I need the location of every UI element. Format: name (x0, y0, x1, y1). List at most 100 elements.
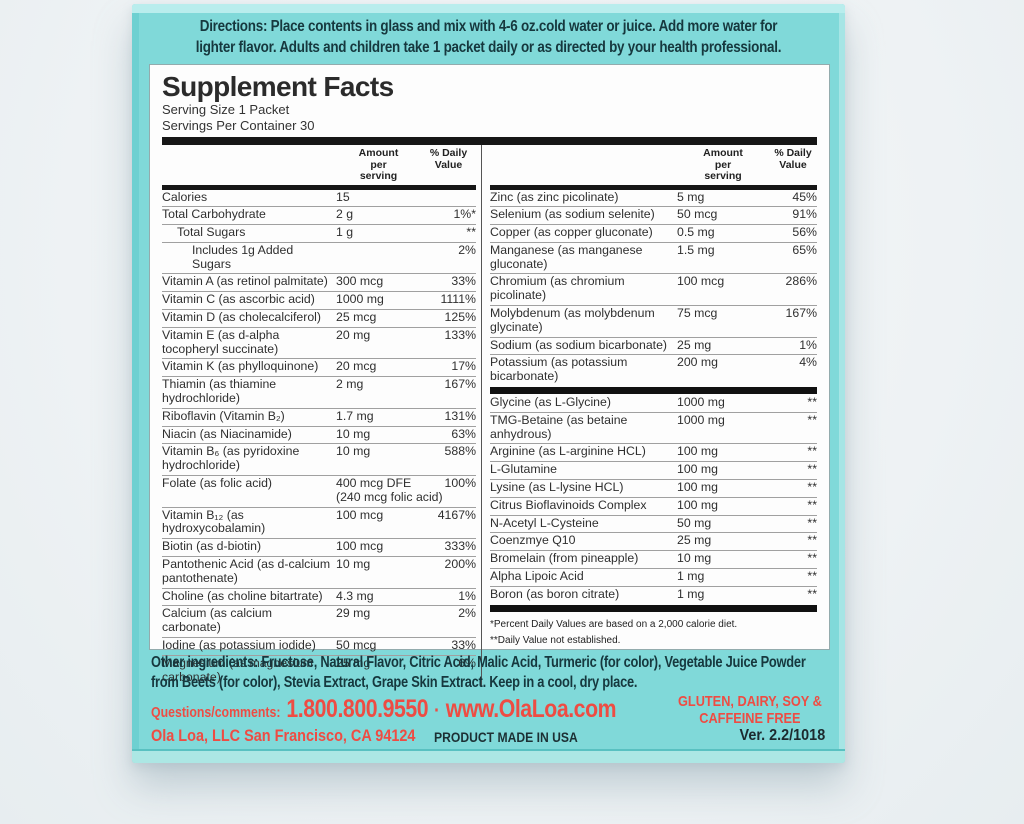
nutrient-name: Vitamin E (as d-alpha tocopheryl succina… (162, 327, 280, 356)
footnote-dv-basis: *Percent Daily Values are based on a 2,0… (490, 618, 738, 630)
directions-text: Directions: Place contents in glass and … (195, 18, 782, 56)
nutrient-name: Sodium (as sodium bicarbonate) (490, 337, 668, 352)
nutrient-name: Iodine (as potassium iodide) (162, 638, 316, 653)
version-label: Ver. 2.2/1018 (739, 727, 825, 744)
nutrient-name: Niacin (as Niacinamide) (162, 426, 292, 441)
nutrient-name: Boron (as boron citrate) (490, 586, 620, 601)
nutrient-name: Biotin (as d-biotin) (162, 539, 262, 554)
nutrient-daily-value: 167% (785, 306, 817, 321)
fact-row: Coenzmye Q10 25 mg ** (490, 532, 817, 550)
fact-row: Riboflavin (Vitamin B₂) 1.7 mg 131% (162, 407, 476, 426)
nutrient-daily-value: 4% (799, 355, 817, 370)
nutrient-name: Pantothenic Acid (as d-calcium pantothen… (162, 557, 331, 585)
fact-row: Boron (as boron citrate) 1 mg ** (490, 585, 817, 604)
nutrient-amount: 50 mcg (336, 638, 377, 653)
nutrient-daily-value: ** (807, 497, 817, 512)
supplement-facts-panel: Supplement Facts Serving Size 1 Packet S… (149, 64, 830, 687)
nutrient-amount: 10 mg (336, 426, 371, 441)
nutrient-daily-value: 333% (444, 539, 476, 554)
nutrient-name: Alpha Lipoic Acid (490, 569, 584, 584)
nutrient-amount: 100 mg (677, 462, 719, 477)
nutrient-amount: 25 mg (677, 337, 712, 352)
fact-row: TMG-Betaine (as betaine anhydrous) 1000 m… (490, 411, 817, 444)
serving-size: Serving Size 1 Packet (162, 102, 290, 117)
nutrient-daily-value: 56% (792, 225, 817, 240)
contact-line: Questions/comments: 1.800.800.9550 · www… (151, 695, 617, 724)
nutrient-amount: 10 mg (677, 551, 712, 566)
nutrient-amount: 1000 mg (336, 292, 384, 307)
box-right-edge (839, 13, 845, 749)
nutrient-amount: 75 mcg (677, 306, 718, 321)
section-divider-bar (490, 387, 817, 395)
fact-row: Total Carbohydrate 2 g 1%* (162, 206, 476, 224)
nutrient-daily-value: 33% (451, 638, 476, 653)
nutrient-amount: 25 mg (336, 655, 371, 670)
fact-row: Magnesium (as magnesium carbonate) 25 mg 6… (162, 654, 476, 687)
nutrient-name: L-Glutamine (490, 462, 557, 477)
nutrient-amount: 29 mg (336, 606, 371, 621)
fact-row: Choline (as choline bitartrate) 4.3 mg 1% (162, 587, 476, 606)
nutrient-name: Selenium (as sodium selenite) (490, 207, 655, 222)
footnote-dv-not-established: **Daily Value not established. (490, 634, 621, 646)
nutrient-daily-value: ** (807, 462, 817, 477)
nutrient-amount: 25 mg (677, 533, 712, 548)
nutrient-amount: 100 mcg (336, 507, 384, 522)
nutrient-amount: 20 mcg (336, 359, 377, 374)
nutrient-daily-value: 17% (451, 359, 476, 374)
nutrient-name: Vitamin D (as cholecalciferol) (162, 310, 322, 325)
nutrient-amount: 25 mcg (336, 310, 377, 325)
nutrient-name: Total Sugars (177, 225, 246, 240)
nutrient-amount: 50 mcg (677, 207, 718, 222)
fact-row: Manganese (as manganese gluconate) 1.5 mg… (490, 241, 817, 274)
nutrient-daily-value: 200% (444, 557, 476, 572)
fact-row: Alpha Lipoic Acid 1 mg ** (490, 568, 817, 586)
nutrient-amount: 1.7 mg (336, 408, 374, 423)
nutrient-amount-sub: (240 mcg folic acid) (336, 489, 443, 504)
nutrient-name: Zinc (as zinc picolinate) (490, 189, 619, 204)
fact-row: Vitamin D (as cholecalciferol) 25 mcg 125% (162, 309, 476, 327)
nutrient-daily-value: 1111% (440, 292, 476, 307)
nutrient-daily-value: 167% (444, 377, 476, 392)
nutrient-daily-value: 2% (458, 242, 476, 257)
nutrient-daily-value: 33% (451, 274, 476, 289)
nutrient-amount: 1.5 mg (677, 242, 715, 257)
nutrient-name: Vitamin K (as phylloquinone) (162, 359, 319, 374)
nutrient-daily-value: ** (807, 533, 817, 548)
box-top-edge (132, 4, 845, 13)
nutrient-name: Magnesium (as magnesium carbonate) (162, 655, 314, 684)
fact-row: L-Glutamine 100 mg ** (490, 461, 817, 479)
nutrient-name: Coenzmye Q10 (490, 533, 576, 548)
free-claims: GLUTEN, DAIRY, SOY & CAFFEINE FREE (677, 693, 822, 727)
nutrient-name: Calcium (as calcium carbonate) (162, 606, 273, 635)
fact-row: Vitamin A (as retinol palmitate) 300 mcg 3… (162, 273, 476, 291)
nutrient-name: Manganese (as manganese gluconate) (490, 242, 643, 271)
fact-row: Thiamin (as thiamine hydrochloride) 2 mg 1… (162, 376, 476, 408)
nutrient-daily-value: ** (807, 412, 817, 427)
nutrient-name: Includes 1g Added Sugars (192, 242, 294, 271)
column-header-left: Amount per serving % Daily Value (162, 145, 476, 190)
nutrient-amount: 1 mg (677, 586, 705, 601)
nutrient-daily-value: 588% (444, 444, 476, 459)
fact-row: Iodine (as potassium iodide) 50 mcg 33% (162, 637, 476, 655)
nutrient-daily-value: ** (807, 586, 817, 601)
nutrient-daily-value: 1% (799, 337, 817, 352)
section-divider-bar (162, 137, 817, 145)
fact-row: Vitamin C (as ascorbic acid) 1000 mg 1111% (162, 291, 476, 309)
phone-number: 1.800.800.9550 (286, 695, 429, 723)
fact-row: Pantothenic Acid (as d-calcium pantothen… (162, 556, 476, 588)
company-address: Ola Loa, LLC San Francisco, CA 94124 (151, 726, 416, 745)
nutrient-daily-value: ** (807, 551, 817, 566)
nutrient-amount: 10 mg (336, 557, 371, 572)
website-text: www.OlaLoa.com (445, 695, 617, 723)
fact-row: Vitamin K (as phylloquinone) 20 mcg 17% (162, 358, 476, 376)
nutrient-daily-value: ** (807, 480, 817, 495)
nutrient-name: Vitamin B₁₂ (as hydroxycobalamin) (162, 507, 266, 536)
fact-row: Vitamin B₆ (as pyridoxine hydrochloride)… (162, 443, 476, 475)
nutrient-name: Lysine (as L-lysine HCL) (490, 480, 624, 495)
nutrient-amount: 100 mg (677, 497, 719, 512)
daily-value-header: % Daily Value (429, 147, 468, 171)
other-ingredients: Other ingredients: Fructose, Natural Fla… (151, 654, 806, 691)
product-box: Directions: Place contents in glass and … (132, 4, 845, 763)
fact-row: Molybdenum (as molybdenum glycinate) 75 m… (490, 305, 817, 337)
fact-row: N-Acetyl L-Cysteine 50 mg ** (490, 514, 817, 533)
